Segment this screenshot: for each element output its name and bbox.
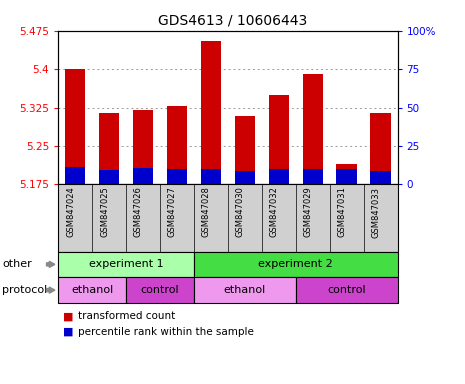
Bar [201, 169, 221, 184]
Text: GDS4613 / 10606443: GDS4613 / 10606443 [158, 13, 307, 27]
Bar [99, 113, 119, 184]
Bar [133, 110, 153, 184]
Text: GSM847026: GSM847026 [134, 187, 143, 237]
Text: experiment 2: experiment 2 [259, 259, 333, 270]
Text: percentile rank within the sample: percentile rank within the sample [78, 327, 253, 337]
Bar [269, 169, 289, 184]
Text: control: control [327, 285, 366, 295]
Bar [65, 167, 85, 184]
Text: GSM847033: GSM847033 [372, 187, 380, 238]
Text: GSM847030: GSM847030 [236, 187, 245, 237]
Bar [371, 113, 391, 184]
Text: GSM847024: GSM847024 [66, 187, 75, 237]
Text: experiment 1: experiment 1 [89, 259, 163, 270]
Text: ethanol: ethanol [71, 285, 113, 295]
Bar [65, 69, 85, 184]
Text: GSM847031: GSM847031 [338, 187, 346, 237]
Bar [167, 169, 187, 184]
Text: ■: ■ [63, 327, 73, 337]
Bar [371, 171, 391, 184]
Text: control: control [140, 285, 179, 295]
Bar [235, 171, 255, 184]
Text: other: other [2, 259, 32, 270]
Text: GSM847029: GSM847029 [304, 187, 312, 237]
Bar [167, 106, 187, 184]
Bar [201, 41, 221, 184]
Text: protocol: protocol [2, 285, 47, 295]
Bar [133, 169, 153, 184]
Text: transformed count: transformed count [78, 311, 175, 321]
Text: GSM847025: GSM847025 [100, 187, 109, 237]
Bar [269, 95, 289, 184]
Bar [337, 164, 357, 184]
Bar [235, 116, 255, 184]
Bar [303, 169, 323, 184]
Text: GSM847027: GSM847027 [168, 187, 177, 237]
Text: GSM847028: GSM847028 [202, 187, 211, 237]
Text: GSM847032: GSM847032 [270, 187, 279, 237]
Bar [99, 170, 119, 184]
Text: ■: ■ [63, 311, 73, 321]
Bar [303, 74, 323, 184]
Text: ethanol: ethanol [224, 285, 266, 295]
Bar [337, 169, 357, 184]
